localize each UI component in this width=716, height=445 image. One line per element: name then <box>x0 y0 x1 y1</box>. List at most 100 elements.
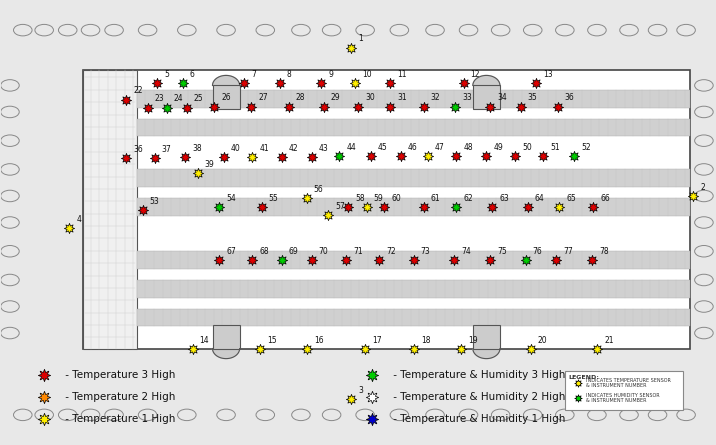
Text: 46: 46 <box>408 143 417 152</box>
Bar <box>137 90 690 108</box>
Text: 76: 76 <box>533 247 543 256</box>
Text: 19: 19 <box>468 336 478 345</box>
Text: 18: 18 <box>421 336 430 345</box>
Text: 5: 5 <box>164 70 169 79</box>
Text: 14: 14 <box>200 336 209 345</box>
Bar <box>213 85 240 109</box>
Polygon shape <box>473 76 500 85</box>
Text: 73: 73 <box>421 247 430 256</box>
Text: 21: 21 <box>604 336 614 345</box>
Text: 6: 6 <box>190 70 195 79</box>
Text: 67: 67 <box>226 247 236 256</box>
Text: 59: 59 <box>374 194 384 202</box>
Polygon shape <box>213 348 240 359</box>
Text: 43: 43 <box>319 144 329 153</box>
Text: 22: 22 <box>133 86 142 95</box>
Text: 66: 66 <box>601 194 610 202</box>
Text: 61: 61 <box>431 194 440 202</box>
Text: 31: 31 <box>397 93 407 102</box>
Text: 75: 75 <box>497 247 507 256</box>
Text: LEGEND:: LEGEND: <box>569 375 599 380</box>
Text: 74: 74 <box>461 247 471 256</box>
Text: 26: 26 <box>221 93 231 102</box>
Text: 39: 39 <box>205 160 214 169</box>
Text: 71: 71 <box>353 247 362 256</box>
Text: 56: 56 <box>314 185 324 194</box>
Text: 44: 44 <box>347 143 357 152</box>
Bar <box>83 70 137 348</box>
Bar <box>83 70 690 348</box>
Text: 32: 32 <box>431 93 440 102</box>
Text: 35: 35 <box>528 93 538 102</box>
Text: 10: 10 <box>362 70 372 79</box>
Text: 1: 1 <box>358 34 363 44</box>
Text: 68: 68 <box>260 247 269 256</box>
Text: 3: 3 <box>358 386 363 395</box>
Text: 57: 57 <box>335 202 345 210</box>
Bar <box>137 251 690 269</box>
Text: 49: 49 <box>493 143 503 152</box>
Text: 16: 16 <box>314 336 324 345</box>
Text: 60: 60 <box>392 194 401 202</box>
Text: 47: 47 <box>435 143 445 152</box>
Bar <box>137 118 690 136</box>
Bar <box>565 371 682 410</box>
Text: 62: 62 <box>463 194 473 202</box>
Text: 20: 20 <box>538 336 547 345</box>
Text: 34: 34 <box>497 93 507 102</box>
Text: 9: 9 <box>328 70 333 79</box>
Text: 65: 65 <box>566 194 576 202</box>
Text: - Temperature & Humidity 1 High: - Temperature & Humidity 1 High <box>390 414 566 424</box>
Bar <box>473 325 500 348</box>
Text: 17: 17 <box>372 336 382 345</box>
Text: INDICATES HUMIDITY SENSOR
& INSTRUMENT NUMBER: INDICATES HUMIDITY SENSOR & INSTRUMENT N… <box>586 392 660 404</box>
Text: - Temperature 1 High: - Temperature 1 High <box>62 414 175 424</box>
Text: 63: 63 <box>499 194 509 202</box>
Text: 58: 58 <box>355 194 364 202</box>
Text: 30: 30 <box>365 93 375 102</box>
Text: 50: 50 <box>522 143 532 152</box>
Text: 69: 69 <box>289 247 299 256</box>
Text: 37: 37 <box>162 145 172 154</box>
Text: 13: 13 <box>543 70 553 79</box>
Text: - Temperature 2 High: - Temperature 2 High <box>62 392 175 402</box>
Text: - Temperature & Humidity 3 High: - Temperature & Humidity 3 High <box>390 370 566 380</box>
Text: 78: 78 <box>599 247 609 256</box>
Text: 38: 38 <box>193 144 202 153</box>
Text: 36: 36 <box>565 93 574 102</box>
Text: 29: 29 <box>331 93 341 102</box>
Text: 23: 23 <box>155 94 165 103</box>
Text: 12: 12 <box>470 70 480 79</box>
Text: 28: 28 <box>296 93 306 102</box>
Text: 15: 15 <box>266 336 276 345</box>
Text: 55: 55 <box>268 194 279 202</box>
Text: 36: 36 <box>133 145 143 154</box>
Polygon shape <box>213 76 240 85</box>
Text: 52: 52 <box>581 143 591 152</box>
Text: 72: 72 <box>387 247 396 256</box>
Bar <box>137 198 690 216</box>
Text: 24: 24 <box>174 94 183 103</box>
Text: 40: 40 <box>231 144 241 153</box>
Text: - Temperature 3 High: - Temperature 3 High <box>62 370 175 380</box>
Text: 11: 11 <box>397 70 407 79</box>
Text: 45: 45 <box>378 143 388 152</box>
Bar <box>213 325 240 348</box>
Text: 53: 53 <box>150 197 160 206</box>
Text: 8: 8 <box>286 70 291 79</box>
Text: INDICATES TEMPERATURE SENSOR
& INSTRUMENT NUMBER: INDICATES TEMPERATURE SENSOR & INSTRUMEN… <box>586 378 671 388</box>
Text: 25: 25 <box>194 94 203 103</box>
Text: 77: 77 <box>563 247 574 256</box>
Bar <box>137 280 690 298</box>
Text: 70: 70 <box>319 247 329 256</box>
Bar <box>137 170 690 187</box>
Text: 27: 27 <box>258 93 268 102</box>
Text: 54: 54 <box>226 194 236 202</box>
Text: 33: 33 <box>462 93 472 102</box>
Text: 64: 64 <box>535 194 545 202</box>
Text: 2: 2 <box>700 182 705 191</box>
Bar <box>473 85 500 109</box>
Text: 51: 51 <box>551 143 560 152</box>
Text: - Temperature & Humidity 2 High: - Temperature & Humidity 2 High <box>390 392 566 402</box>
Text: 48: 48 <box>463 143 473 152</box>
